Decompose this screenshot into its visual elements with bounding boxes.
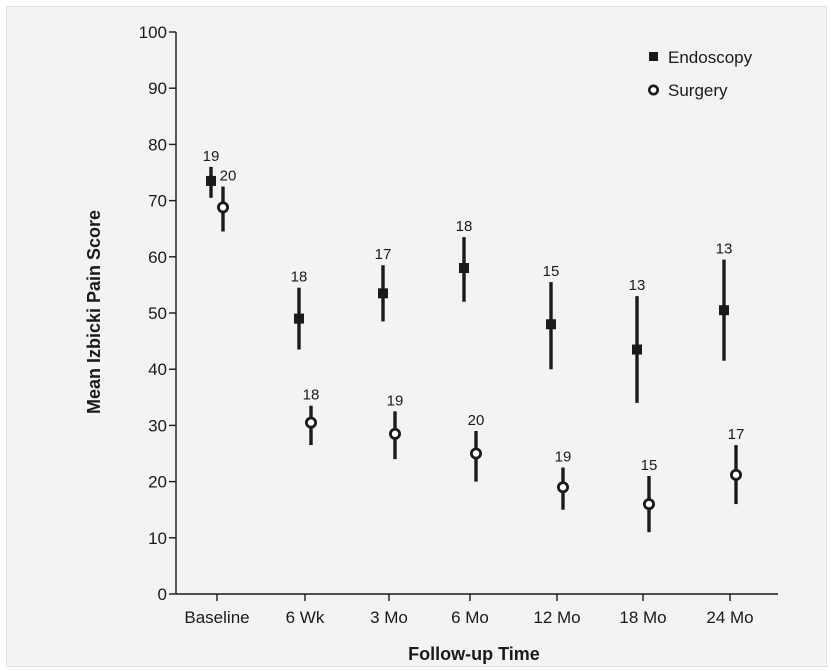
surgery-point-1 <box>304 416 317 429</box>
surgery-point-5 <box>643 498 656 511</box>
y-tick-label-80: 80 <box>148 135 167 154</box>
endoscopy-point-3 <box>459 263 469 274</box>
endoscopy-point-2 <box>378 288 388 299</box>
y-tick-label-20: 20 <box>148 473 167 492</box>
endoscopy-point-0 <box>206 175 216 186</box>
surgery-n-label-2: 19 <box>387 392 404 409</box>
surgery-n-label-4: 19 <box>555 449 572 466</box>
x-tick-label-1: 6 Wk <box>286 608 325 627</box>
surgery-n-label-6: 17 <box>728 426 745 443</box>
y-tick-label-50: 50 <box>148 304 167 323</box>
axes <box>175 32 778 595</box>
y-tick-label-10: 10 <box>148 529 167 548</box>
y-tick-label-60: 60 <box>148 248 167 267</box>
surgery-point-3 <box>469 447 482 460</box>
endoscopy-n-label-5: 13 <box>629 277 646 294</box>
surgery-point-0 <box>216 201 229 214</box>
y-tick-label-90: 90 <box>148 79 167 98</box>
endoscopy-point-1 <box>294 313 304 324</box>
surgery-point-6 <box>730 468 743 481</box>
y-axis-title: Mean Izbicki Pain Score <box>84 210 104 414</box>
endoscopy-n-label-1: 18 <box>291 269 308 286</box>
legend-endoscopy-label: Endoscopy <box>668 48 753 67</box>
endoscopy-n-label-4: 15 <box>543 263 560 280</box>
surgery-n-label-0: 20 <box>220 168 237 185</box>
x-axis-title: Follow-up Time <box>408 644 540 664</box>
y-tick-label-30: 30 <box>148 416 167 435</box>
endoscopy-n-label-2: 17 <box>375 246 392 263</box>
y-axis-ticks: 0 10 20 30 40 50 60 70 80 90 100 <box>139 23 176 604</box>
y-tick-label-0: 0 <box>158 585 167 604</box>
legend-surgery-marker <box>647 84 659 96</box>
x-tick-label-4: 12 Mo <box>533 608 580 627</box>
x-tick-label-2: 3 Mo <box>370 608 408 627</box>
y-tick-label-40: 40 <box>148 360 167 379</box>
chart-panel <box>6 6 827 667</box>
y-tick-label-100: 100 <box>139 23 167 42</box>
surgery-n-label-5: 15 <box>641 457 658 474</box>
endoscopy-n-label-3: 18 <box>456 218 473 235</box>
x-tick-label-0: Baseline <box>184 608 249 627</box>
surgery-n-label-1: 18 <box>303 387 320 404</box>
legend-endoscopy-marker <box>649 52 658 61</box>
y-tick-label-70: 70 <box>148 192 167 211</box>
endoscopy-n-label-0: 19 <box>203 148 220 165</box>
x-axis-ticks: Baseline 6 Wk 3 Mo 6 Mo 12 Mo 18 Mo 24 Mo <box>184 594 754 627</box>
surgery-point-2 <box>388 427 401 440</box>
endoscopy-point-6 <box>719 305 729 316</box>
endoscopy-point-4 <box>546 319 556 330</box>
x-tick-label-5: 18 Mo <box>619 608 666 627</box>
endoscopy-n-label-6: 13 <box>716 241 733 258</box>
surgery-point-4 <box>557 481 570 494</box>
x-tick-label-6: 24 Mo <box>706 608 753 627</box>
x-tick-label-3: 6 Mo <box>451 608 489 627</box>
legend-surgery-label: Surgery <box>668 81 728 100</box>
endoscopy-point-5 <box>632 344 642 355</box>
legend: Endoscopy Surgery <box>647 48 753 100</box>
surgery-n-label-3: 20 <box>468 412 485 429</box>
